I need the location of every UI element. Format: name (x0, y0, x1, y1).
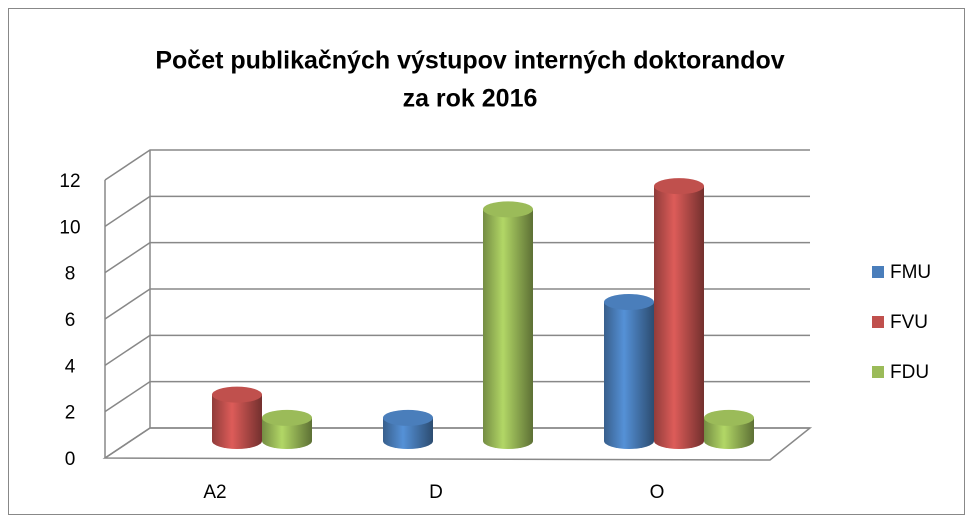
bar (262, 409, 312, 449)
bar-top (212, 386, 262, 403)
bar (383, 409, 433, 449)
legend-swatch (872, 316, 884, 328)
x-tick-label: A2 (203, 482, 226, 503)
bar-body (704, 417, 754, 449)
y-tick-label: 12 (59, 171, 80, 192)
bar-top (604, 294, 654, 310)
bar (654, 178, 704, 449)
x-tick-label: D (429, 482, 443, 503)
bar (604, 294, 654, 449)
bar-top (654, 178, 704, 195)
bar-top (483, 201, 533, 218)
legend-label: FVU (890, 312, 928, 333)
y-tick-label: 10 (59, 217, 80, 238)
chart-title: za rok 2016 (403, 85, 538, 113)
bar-top (162, 433, 212, 449)
y-tick-label: 8 (65, 264, 76, 285)
chart-title: Počet publikačných výstupov interných do… (155, 47, 784, 75)
bar-body (604, 302, 654, 449)
legend-label: FDU (890, 362, 929, 383)
y-tick-label: 0 (65, 449, 76, 470)
y-tick-label: 4 (65, 356, 76, 377)
floor (102, 427, 813, 461)
y-tick-label: 2 (65, 403, 76, 424)
bar-top (262, 409, 312, 426)
bar-body (262, 417, 312, 449)
bar-top (704, 409, 754, 426)
x-tick-label: O (650, 482, 665, 503)
y-tick-label: 6 (65, 310, 76, 331)
bar (483, 201, 533, 449)
bar-body (483, 209, 533, 449)
bar (704, 409, 754, 449)
legend-label: FMU (890, 262, 931, 283)
bar-body (212, 394, 262, 449)
legend-swatch (872, 366, 884, 378)
bar-top (383, 409, 433, 426)
bar-body (654, 186, 704, 449)
bar-body (383, 417, 433, 449)
legend-swatch (872, 266, 884, 278)
bar (212, 386, 262, 449)
bar-top (433, 433, 483, 449)
